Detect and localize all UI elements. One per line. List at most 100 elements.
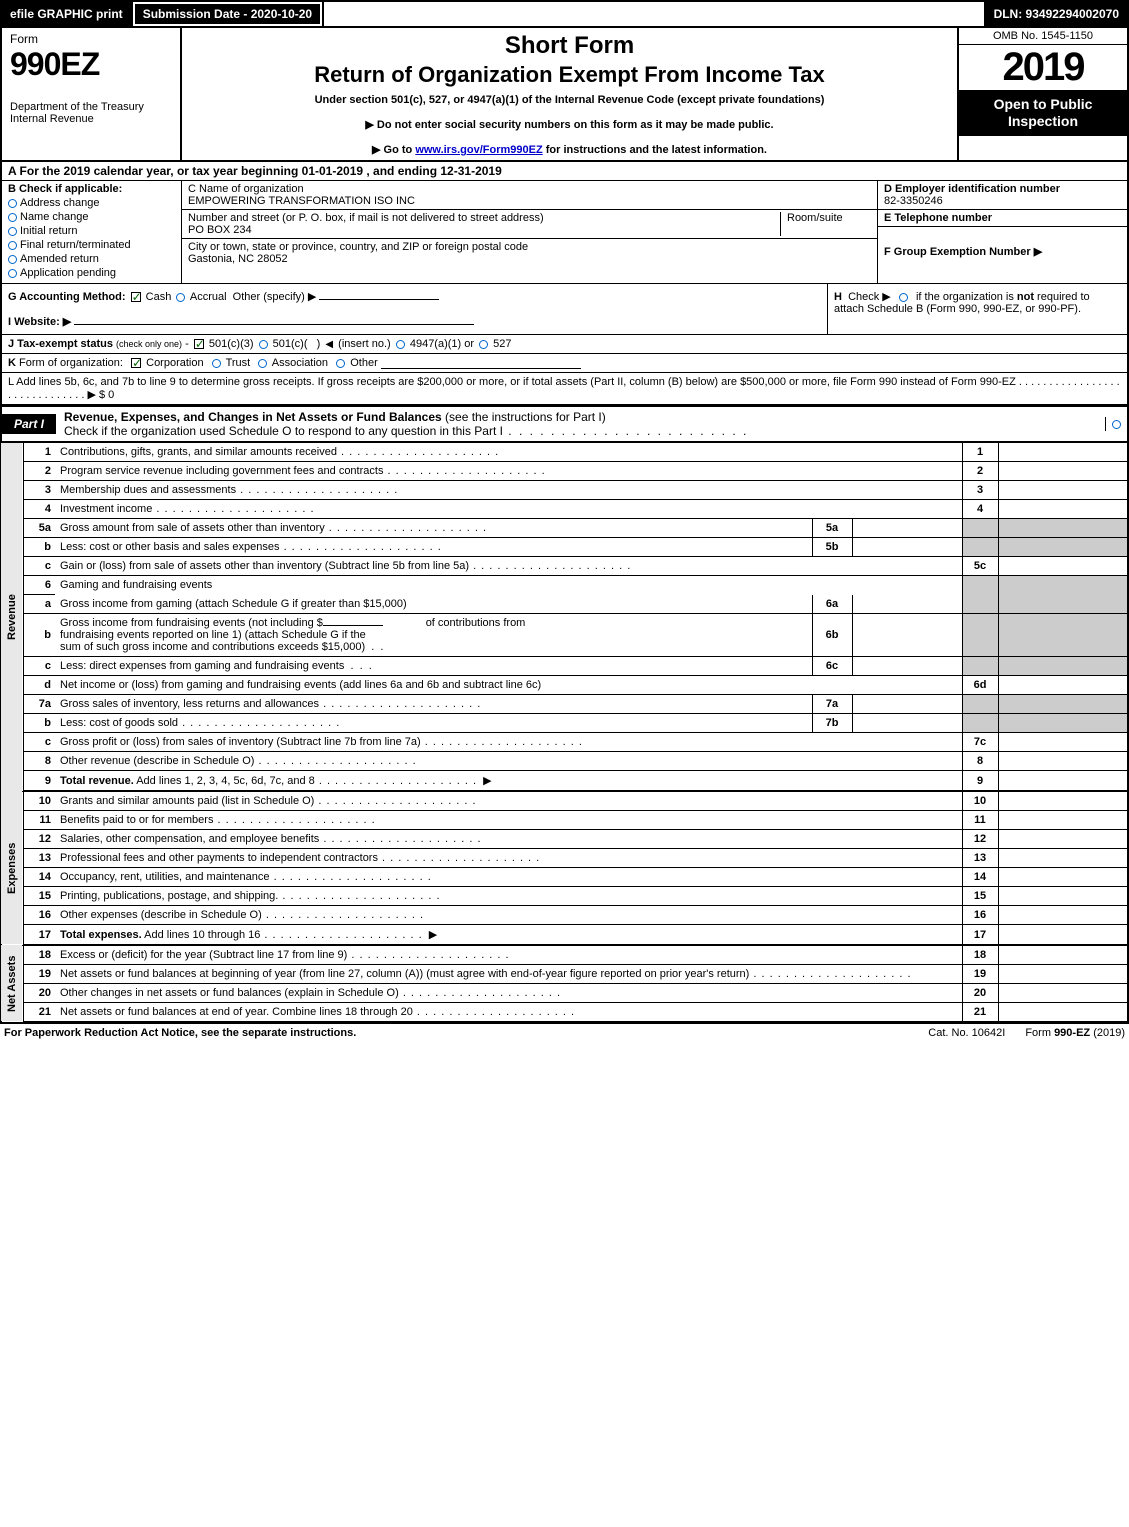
line-mval[interactable] (852, 519, 962, 538)
ein-label: D Employer identification number (884, 183, 1060, 195)
line-rval[interactable] (998, 676, 1128, 695)
line-rval[interactable] (998, 945, 1128, 965)
line-rnum (962, 519, 998, 538)
line-desc: Total revenue. Add lines 1, 2, 3, 4, 5c,… (55, 771, 962, 792)
efile-label[interactable]: efile GRAPHIC print (2, 2, 131, 26)
line-mval[interactable] (852, 695, 962, 714)
line-rval[interactable] (998, 906, 1128, 925)
line-rval (998, 576, 1128, 595)
line-mval[interactable] (852, 538, 962, 557)
group-cell: F Group Exemption Number ▶ (878, 227, 1127, 260)
box-b: B Check if applicable: Address change Na… (2, 181, 182, 283)
line-num: 21 (23, 1003, 55, 1023)
irs-link[interactable]: www.irs.gov/Form990EZ (415, 144, 542, 156)
line-num: 4 (23, 500, 55, 519)
line-rval[interactable] (998, 887, 1128, 906)
line-rnum: 14 (962, 868, 998, 887)
line-rval[interactable] (998, 481, 1128, 500)
line-rnum: 15 (962, 887, 998, 906)
line-mbox: 6c (812, 657, 852, 676)
line-rval[interactable] (998, 733, 1128, 752)
line-desc: Grants and similar amounts paid (list in… (55, 791, 962, 811)
form-word: Form (10, 32, 172, 46)
check-application-pending[interactable]: Application pending (8, 267, 175, 279)
line-mbox: 6b (812, 614, 852, 657)
circle-trust[interactable] (212, 359, 221, 368)
line-rval[interactable] (998, 500, 1128, 519)
line-rval[interactable] (998, 849, 1128, 868)
line-desc: Salaries, other compensation, and employ… (55, 830, 962, 849)
line-num: 6 (23, 576, 55, 595)
circle-h[interactable] (899, 293, 908, 302)
line-rval[interactable] (998, 830, 1128, 849)
line-rval[interactable] (998, 791, 1128, 811)
line-desc: Gross income from fundraising events (no… (55, 614, 812, 657)
line-desc: Gross income from gaming (attach Schedul… (55, 595, 812, 614)
checkbox-501c3[interactable] (194, 339, 204, 349)
submission-date: Submission Date - 2020-10-20 (133, 2, 322, 26)
part1-checkbox[interactable] (1105, 417, 1127, 431)
check-address-change[interactable]: Address change (8, 197, 175, 209)
line-rval (998, 614, 1128, 657)
checkbox-cash[interactable] (131, 292, 141, 302)
line-rval[interactable] (998, 443, 1128, 462)
line-rnum: 2 (962, 462, 998, 481)
check-amended-return[interactable]: Amended return (8, 253, 175, 265)
line-rval[interactable] (998, 462, 1128, 481)
line-desc: Less: cost of goods sold (55, 714, 812, 733)
circle-527[interactable] (479, 340, 488, 349)
tax-year: 2019 (959, 45, 1127, 90)
line-mval[interactable] (852, 595, 962, 614)
line-num: 18 (23, 945, 55, 965)
line-rval[interactable] (998, 811, 1128, 830)
line-num: d (23, 676, 55, 695)
circle-other[interactable] (336, 359, 345, 368)
line-num: 9 (23, 771, 55, 792)
footer-left: For Paperwork Reduction Act Notice, see … (4, 1027, 908, 1039)
line-num: 11 (23, 811, 55, 830)
check-label: Amended return (20, 253, 99, 265)
circle-icon (8, 227, 17, 236)
line-rval[interactable] (998, 868, 1128, 887)
line-rval (998, 519, 1128, 538)
check-final-return[interactable]: Final return/terminated (8, 239, 175, 251)
ein-value: 82-3350246 (884, 195, 943, 207)
checkbox-corp[interactable] (131, 358, 141, 368)
line-rval[interactable] (998, 925, 1128, 946)
line-mbox: 5a (812, 519, 852, 538)
line-num: c (23, 557, 55, 576)
line-rval[interactable] (998, 557, 1128, 576)
circle-accrual[interactable] (176, 293, 185, 302)
line-desc: Gain or (loss) from sale of assets other… (55, 557, 962, 576)
circle-assoc[interactable] (258, 359, 267, 368)
line-mval[interactable] (852, 614, 962, 657)
top-spacer (324, 2, 983, 26)
line-num: 10 (23, 791, 55, 811)
line-rnum: 9 (962, 771, 998, 792)
line-mval[interactable] (852, 657, 962, 676)
line-rval[interactable] (998, 752, 1128, 771)
line-num: 15 (23, 887, 55, 906)
page-footer: For Paperwork Reduction Act Notice, see … (0, 1023, 1129, 1042)
line-num: 14 (23, 868, 55, 887)
top-bar: efile GRAPHIC print Submission Date - 20… (0, 0, 1129, 28)
line-rval[interactable] (998, 965, 1128, 984)
check-initial-return[interactable]: Initial return (8, 225, 175, 237)
dln-label: DLN: 93492294002070 (986, 2, 1127, 26)
line-desc: Gross profit or (loss) from sales of inv… (55, 733, 962, 752)
line-rval[interactable] (998, 771, 1128, 792)
line-rnum (962, 595, 998, 614)
other-label: Other (specify) ▶ (233, 291, 317, 303)
circle-501c[interactable] (259, 340, 268, 349)
line-rval[interactable] (998, 984, 1128, 1003)
check-name-change[interactable]: Name change (8, 211, 175, 223)
line-mval[interactable] (852, 714, 962, 733)
circle-icon (8, 241, 17, 250)
group-label: F Group Exemption Number ▶ (884, 246, 1042, 258)
org-name-label: C Name of organization (188, 183, 871, 195)
header-center: Short Form Return of Organization Exempt… (182, 28, 957, 160)
street-label: Number and street (or P. O. box, if mail… (188, 212, 774, 224)
line-rval[interactable] (998, 1003, 1128, 1023)
line-rnum (962, 614, 998, 657)
circle-4947[interactable] (396, 340, 405, 349)
